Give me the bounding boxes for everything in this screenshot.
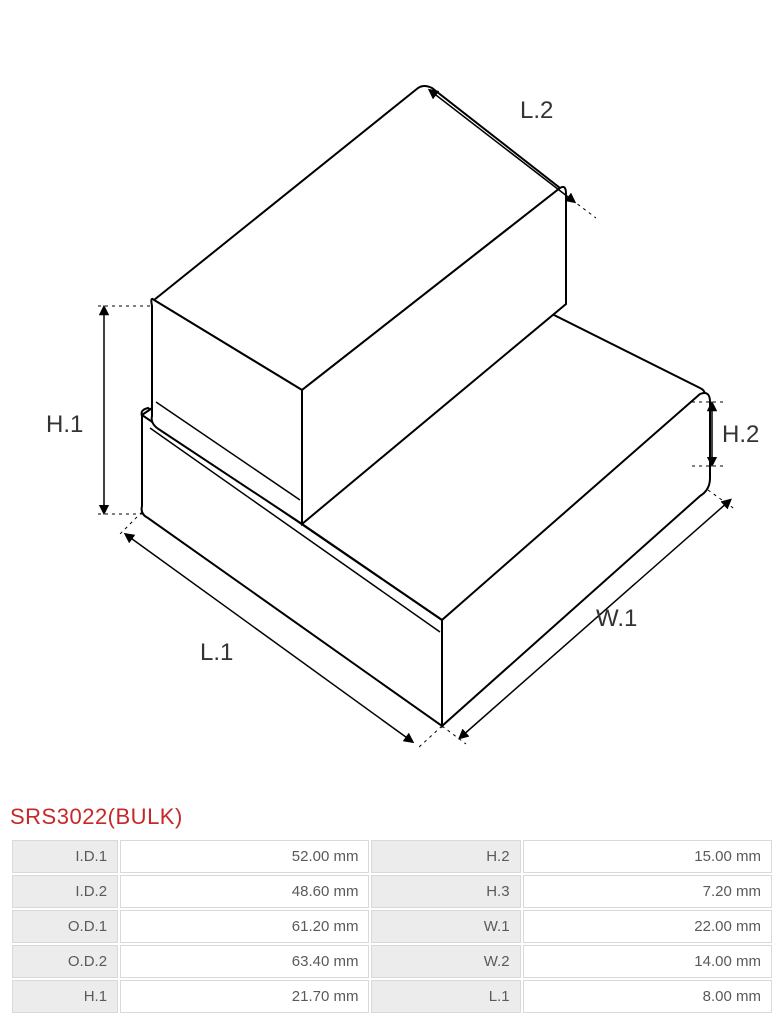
spec-key: L.1 bbox=[371, 980, 520, 1013]
dim-label-h1: H.1 bbox=[46, 411, 83, 438]
spec-key: I.D.1 bbox=[12, 840, 118, 873]
spec-value: 61.20 mm bbox=[120, 910, 369, 943]
dim-label-h2: H.2 bbox=[722, 421, 759, 448]
spec-table: I.D.152.00 mmH.215.00 mmI.D.248.60 mmH.3… bbox=[10, 838, 774, 1015]
spec-value: 63.40 mm bbox=[120, 945, 369, 978]
table-row: O.D.263.40 mmW.214.00 mm bbox=[12, 945, 772, 978]
spec-value: 48.60 mm bbox=[120, 875, 369, 908]
spec-key: O.D.2 bbox=[12, 945, 118, 978]
spec-value: 22.00 mm bbox=[523, 910, 772, 943]
spec-value: 52.00 mm bbox=[120, 840, 369, 873]
spec-value: 15.00 mm bbox=[523, 840, 772, 873]
product-title: SRS3022(BULK) bbox=[0, 800, 774, 838]
dim-label-l1: L.1 bbox=[200, 639, 233, 666]
spec-key: I.D.2 bbox=[12, 875, 118, 908]
spec-value: 14.00 mm bbox=[523, 945, 772, 978]
spec-key: O.D.1 bbox=[12, 910, 118, 943]
dim-label-l2: L.2 bbox=[520, 97, 553, 124]
spec-key: H.1 bbox=[12, 980, 118, 1013]
spec-key: H.3 bbox=[371, 875, 520, 908]
dim-label-w1: W.1 bbox=[596, 605, 637, 632]
spec-key: H.2 bbox=[371, 840, 520, 873]
table-row: I.D.152.00 mmH.215.00 mm bbox=[12, 840, 772, 873]
table-row: I.D.248.60 mmH.37.20 mm bbox=[12, 875, 772, 908]
spec-value: 8.00 mm bbox=[523, 980, 772, 1013]
dimension-diagram: L.2 H.1 H.2 L.1 W.1 bbox=[0, 0, 774, 800]
spec-key: W.2 bbox=[371, 945, 520, 978]
spec-key: W.1 bbox=[371, 910, 520, 943]
spec-value: 7.20 mm bbox=[523, 875, 772, 908]
table-row: O.D.161.20 mmW.122.00 mm bbox=[12, 910, 772, 943]
spec-value: 21.70 mm bbox=[120, 980, 369, 1013]
table-row: H.121.70 mmL.18.00 mm bbox=[12, 980, 772, 1013]
